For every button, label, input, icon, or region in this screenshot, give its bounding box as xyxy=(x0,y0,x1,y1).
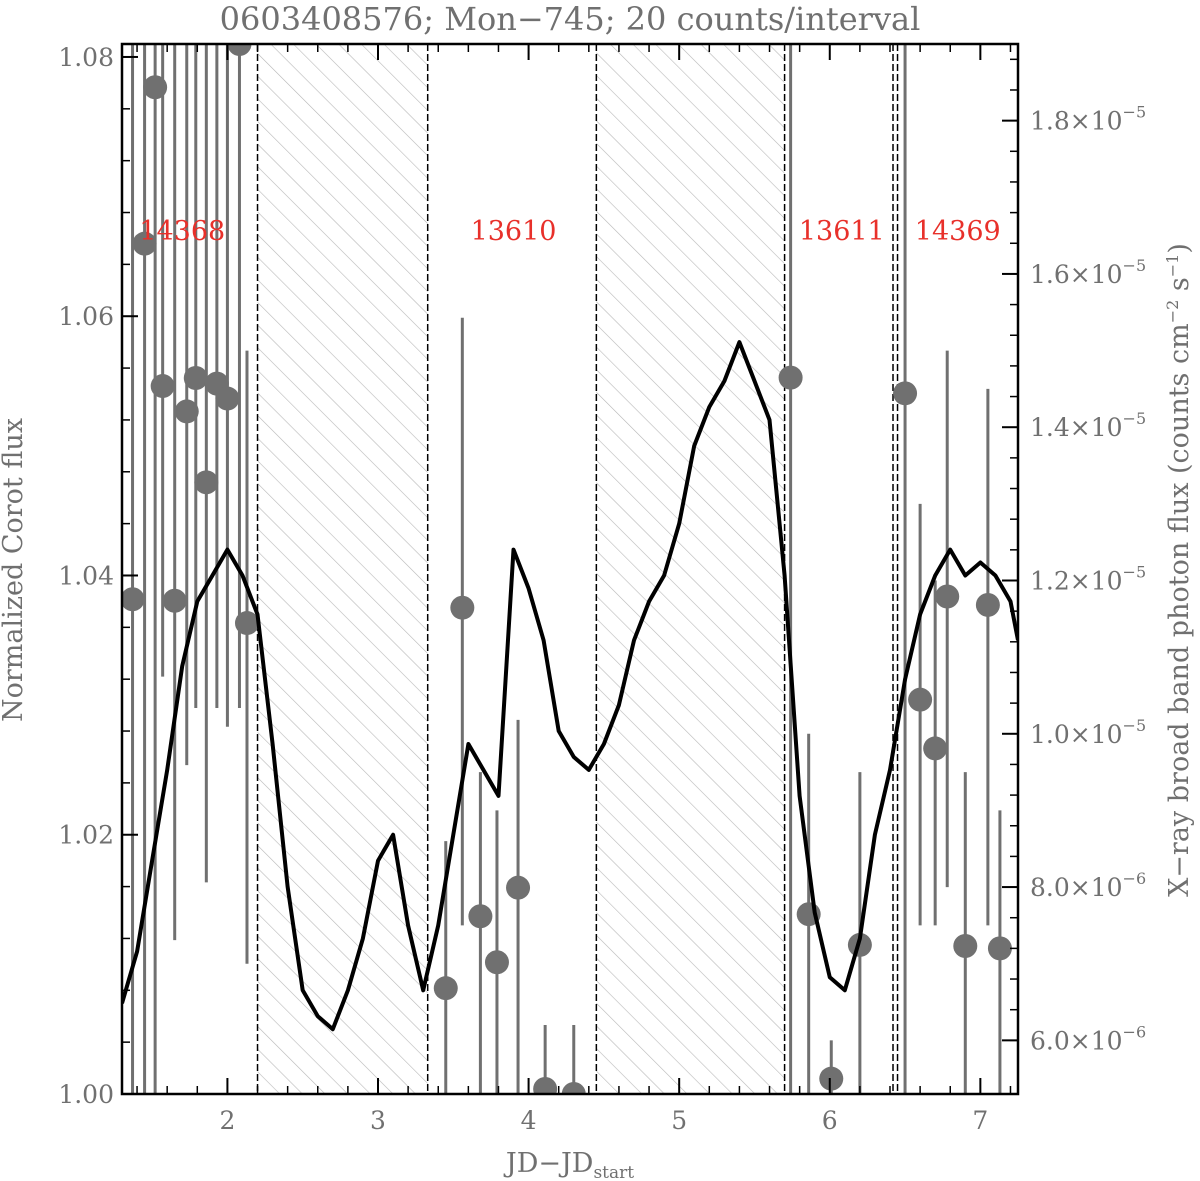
xray-point-21 xyxy=(819,1066,844,1091)
xray-point-3 xyxy=(150,374,175,399)
y-right-tick-exponent: −5 xyxy=(1123,562,1147,581)
observation-labels: 14368 13610 13611 14369 xyxy=(139,216,1000,247)
y-left-tick-label-3: 1.06 xyxy=(58,302,114,331)
y-axis-right-label: X−ray broad band photon flux (counts cm−… xyxy=(1163,243,1195,897)
corot-series xyxy=(122,340,1018,1032)
xray-point-7 xyxy=(194,470,219,495)
y-right-tick-mantissa: 1.6×10 xyxy=(1030,260,1123,289)
xray-point-27 xyxy=(953,934,978,959)
y-right-tick-exponent: −5 xyxy=(1123,409,1147,428)
y-axis-right-label-sup2: −1 xyxy=(1163,254,1182,278)
y-left-tick-label-4: 1.08 xyxy=(58,43,114,72)
xray-point-4 xyxy=(162,588,187,613)
y-left-tick-label-2: 1.04 xyxy=(58,561,114,590)
xray-point-28 xyxy=(975,592,1000,617)
xray-point-12 xyxy=(433,976,458,1001)
y-axis-left-label: Normalized Corot flux xyxy=(0,418,29,722)
xray-point-13 xyxy=(450,595,475,620)
y-right-tick-mantissa: 8.0×10 xyxy=(1030,873,1123,902)
x-tick-label-1: 3 xyxy=(370,1106,386,1135)
xray-point-19 xyxy=(778,365,803,390)
xray-point-0 xyxy=(122,587,145,612)
y-axis-right-label-mid: s xyxy=(1164,277,1195,299)
y-right-tick-mantissa: 1.4×10 xyxy=(1030,413,1123,442)
observation-window-lines xyxy=(256,44,899,1094)
xray-point-29 xyxy=(987,936,1012,961)
y-right-tick-mantissa: 6.0×10 xyxy=(1030,1026,1123,1055)
xray-point-15 xyxy=(484,950,509,975)
y-right-tick-label-4: 1.4×10−5 xyxy=(1030,409,1146,442)
xray-point-9 xyxy=(215,386,240,411)
xray-series xyxy=(122,44,1012,1094)
y-right-tick-mantissa: 1.8×10 xyxy=(1030,107,1123,136)
y-left-tick-label-1: 1.02 xyxy=(58,821,114,850)
x-tick-label-5: 7 xyxy=(972,1106,988,1135)
y-right-tick-label-2: 1.0×10−5 xyxy=(1030,716,1146,749)
corot-lightcurve-line xyxy=(122,340,1018,1032)
xray-point-11 xyxy=(234,611,259,636)
y-axis-right-label-end: ) xyxy=(1164,243,1195,254)
xray-point-17 xyxy=(533,1077,558,1094)
obsid-label-1: 13610 xyxy=(471,216,557,247)
xray-point-6 xyxy=(183,366,208,391)
obsid-label-2: 13611 xyxy=(799,216,885,247)
y-right-tick-exponent: −6 xyxy=(1123,1022,1147,1041)
y-right-tick-exponent: −6 xyxy=(1123,869,1147,888)
hatched-gap-0 xyxy=(257,44,428,1094)
x-axis-label-main: JD−JD xyxy=(503,1148,594,1179)
xray-point-25 xyxy=(923,736,948,761)
x-tick-label-4: 6 xyxy=(822,1106,838,1135)
y-left-tick-label-0: 1.00 xyxy=(58,1080,114,1109)
xray-point-1 xyxy=(132,231,157,256)
x-tick-label-2: 4 xyxy=(521,1106,537,1135)
y-axis-right-label-sup1: −2 xyxy=(1163,300,1182,324)
xray-point-23 xyxy=(893,381,918,406)
xray-point-18 xyxy=(561,1082,586,1094)
y-right-tick-label-5: 1.6×10−5 xyxy=(1030,256,1146,289)
y-right-tick-label-1: 8.0×10−6 xyxy=(1030,869,1146,902)
y-right-tick-mantissa: 1.2×10 xyxy=(1030,566,1123,595)
xray-point-24 xyxy=(908,687,933,712)
xray-point-10 xyxy=(227,44,252,56)
xray-point-26 xyxy=(935,584,960,609)
y-right-tick-label-3: 1.2×10−5 xyxy=(1030,562,1146,595)
xray-point-14 xyxy=(468,904,493,929)
y-right-tick-label-0: 6.0×10−6 xyxy=(1030,1022,1146,1055)
chart-title: 0603408576; Mon−745; 20 counts/interval xyxy=(220,0,921,38)
axis-ticks: 2 3 4 5 6 71.001.021.041.061.086.0×10−68.0×10… xyxy=(58,43,1146,1135)
xray-point-5 xyxy=(174,399,199,424)
obsid-label-3: 14369 xyxy=(915,216,1001,247)
x-tick-label-3: 5 xyxy=(671,1106,687,1135)
y-right-tick-exponent: −5 xyxy=(1123,103,1147,122)
y-right-tick-exponent: −5 xyxy=(1123,256,1147,275)
y-axis-right-label-main: X−ray broad band photon flux (counts cm xyxy=(1164,323,1195,897)
plot-frame xyxy=(120,42,1020,1096)
xray-point-16 xyxy=(506,875,531,900)
hatched-gap-1 xyxy=(596,44,785,1094)
y-right-tick-exponent: −5 xyxy=(1123,716,1147,735)
hatched-gaps xyxy=(257,44,785,1094)
x-tick-label-0: 2 xyxy=(219,1106,235,1135)
xray-point-2 xyxy=(143,75,168,100)
x-axis-label: JD−JDstart xyxy=(503,1148,634,1181)
obsid-label-0: 14368 xyxy=(139,216,225,247)
y-right-tick-label-6: 1.8×10−5 xyxy=(1030,103,1146,136)
x-axis-label-sub: start xyxy=(593,1163,634,1181)
y-right-tick-mantissa: 1.0×10 xyxy=(1030,720,1123,749)
